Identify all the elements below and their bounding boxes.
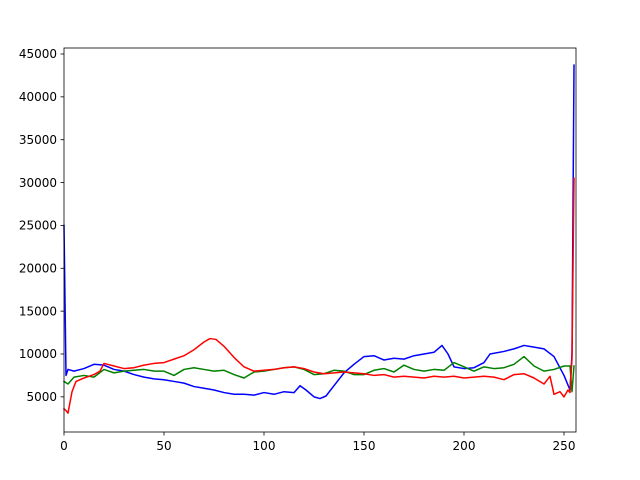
y-tick-label: 20000 xyxy=(19,261,57,275)
y-tick-label: 5000 xyxy=(26,390,57,404)
y-tick-label: 40000 xyxy=(19,90,57,104)
x-tick-label: 200 xyxy=(453,439,476,453)
x-tick-label: 50 xyxy=(156,439,171,453)
y-tick-label: 10000 xyxy=(19,347,57,361)
series-line-1 xyxy=(62,355,575,393)
y-tick-label: 30000 xyxy=(19,176,57,190)
axes xyxy=(63,47,577,433)
x-axis-ticks: 0 50 100 150 200 250 xyxy=(60,432,575,453)
x-tick-label: 0 xyxy=(60,439,68,453)
plot-area-frame xyxy=(63,47,577,433)
y-tick-label: 25000 xyxy=(19,219,57,233)
series-line-2 xyxy=(62,177,575,414)
y-tick-label: 35000 xyxy=(19,133,57,147)
y-axis-ticks: 5000 10000 15000 20000 25000 30000 35000 40000 4… xyxy=(19,47,64,404)
x-tick-label: 150 xyxy=(353,439,376,453)
x-tick-label: 250 xyxy=(553,439,576,453)
y-tick-label: 45000 xyxy=(19,47,57,61)
y-tick-label: 15000 xyxy=(19,304,57,318)
plot-lines xyxy=(62,64,575,414)
x-tick-label: 100 xyxy=(253,439,276,453)
series-line-0 xyxy=(63,64,575,400)
